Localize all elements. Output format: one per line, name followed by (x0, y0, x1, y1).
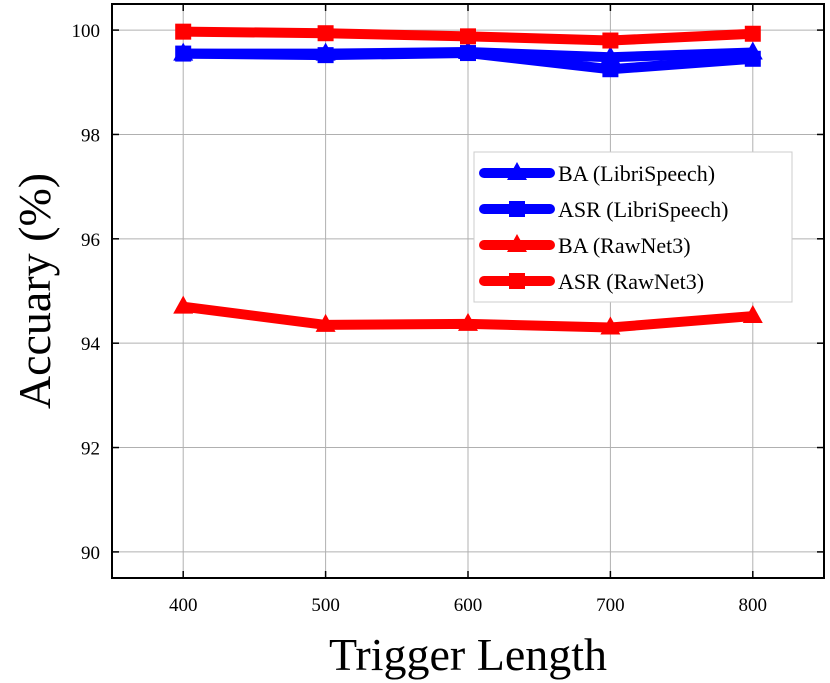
x-tick-label: 400 (169, 595, 198, 616)
legend-marker (509, 273, 525, 289)
x-tick-label: 800 (739, 595, 768, 616)
series-1-point (317, 47, 334, 64)
legend-marker (507, 162, 527, 180)
x-tick-label: 600 (454, 595, 483, 616)
legend-marker (507, 234, 527, 252)
series-2-point (458, 312, 478, 331)
series-lines (173, 23, 763, 335)
y-tick-label: 96 (81, 230, 100, 251)
legend-label: ASR (LibriSpeech) (558, 197, 728, 222)
series-3-point (175, 23, 192, 40)
series-2-point (315, 313, 336, 332)
legend-label: BA (LibriSpeech) (558, 161, 715, 186)
series-1-point (744, 50, 761, 67)
legend-marker (509, 201, 525, 217)
y-tick-label: 98 (81, 125, 100, 146)
legend-label: ASR (RawNet3) (558, 269, 704, 294)
series-3-point (744, 25, 761, 42)
y-tick-label: 92 (81, 439, 100, 460)
series-2-point (173, 295, 194, 314)
y-tick-label: 90 (81, 543, 100, 564)
series-1-point (460, 45, 476, 62)
series-2-point (742, 305, 763, 324)
series-3-point (317, 25, 334, 42)
series-2-point (600, 316, 621, 335)
legend: BA (LibriSpeech) ASR (LibriSpeech) BA (Raw… (473, 151, 793, 303)
axis-ticks: 400 500 600 700 800 90 92 94 96 98 100 (72, 4, 824, 616)
x-tick-label: 500 (311, 595, 340, 616)
x-axis-title: Trigger Length (329, 629, 607, 680)
series-1-point (602, 61, 619, 78)
y-tick-label: 94 (81, 334, 101, 355)
series-1-point (175, 45, 192, 62)
x-tick-label: 700 (596, 595, 625, 616)
series-3-point (602, 32, 619, 49)
y-axis-title: Accuary (%) (9, 173, 60, 409)
series-3-point (460, 28, 476, 45)
y-tick-label: 100 (72, 21, 101, 42)
legend-label: BA (RawNet3) (558, 233, 691, 258)
series-0-point (600, 46, 621, 65)
